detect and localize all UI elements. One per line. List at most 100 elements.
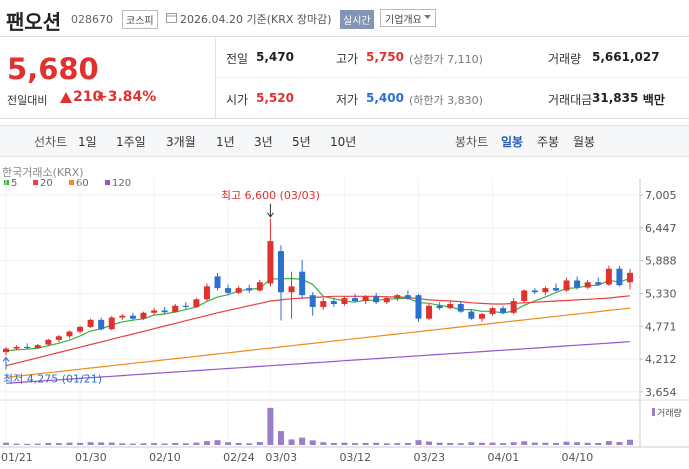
period-button[interactable]: 1일	[78, 135, 97, 149]
x-tick-label: 04/10	[562, 451, 594, 464]
candle-body	[119, 315, 126, 318]
stock-code: 028670	[71, 13, 113, 26]
divider	[215, 37, 216, 118]
candle-body	[627, 272, 633, 283]
divider	[0, 118, 689, 119]
source-label: 한국거래소(KRX)	[2, 166, 84, 179]
stat-label: 전일	[226, 52, 249, 66]
volume-bar	[426, 441, 433, 445]
stat-value: 5,470	[256, 50, 294, 64]
volume-bar	[605, 441, 612, 445]
x-tick-label: 03/12	[339, 451, 371, 464]
volume-bar	[34, 443, 41, 445]
volume-bar	[500, 443, 507, 445]
line-chart-tab[interactable]: 선차트	[34, 135, 68, 149]
candle-body	[478, 313, 485, 319]
volume-bar	[225, 442, 232, 445]
change-percent: +3.84%	[96, 89, 157, 105]
legend-swatch	[105, 180, 110, 185]
volume-bar	[341, 442, 348, 445]
volume-bar	[542, 442, 549, 445]
volume-bar	[362, 442, 369, 445]
y-tick-label: 6,447	[645, 222, 677, 235]
candle-body	[383, 298, 390, 303]
stat-value: 31,835	[592, 91, 639, 105]
stat-value: 5,661,027	[592, 50, 660, 64]
stat-unit: 백만	[642, 93, 665, 107]
candle-body	[574, 280, 581, 288]
candle-body	[415, 295, 422, 319]
candle-period-button[interactable]: 주봉	[537, 135, 560, 149]
candle-body	[172, 305, 179, 313]
y-tick-label: 3,654	[645, 386, 677, 399]
candle-body	[468, 311, 475, 319]
legend-label: 120	[112, 178, 131, 189]
volume-bar	[161, 443, 168, 445]
period-button[interactable]: 10년	[330, 135, 357, 149]
high-annotation: 최고 6,600 (03/03)	[221, 189, 320, 202]
stat-label: 거래대금	[548, 93, 593, 107]
candle-body	[521, 290, 528, 302]
overview-dropdown[interactable]	[380, 9, 436, 27]
low-arrow	[2, 356, 10, 370]
volume-bar	[595, 442, 602, 445]
candle-body	[552, 288, 559, 291]
period-button[interactable]: 3개월	[166, 135, 196, 149]
realtime-badge[interactable]: 실시간	[340, 10, 374, 29]
legend-label: 5	[11, 178, 17, 189]
candle-body	[256, 282, 263, 291]
candle-body	[225, 288, 232, 293]
moving-average-line	[5, 295, 631, 367]
volume-bar	[140, 443, 147, 445]
volume-bar	[277, 431, 284, 445]
stat-label: 고가	[336, 52, 359, 66]
period-button[interactable]: 3년	[254, 135, 273, 149]
x-tick-label: 01/21	[1, 451, 33, 464]
stat-label: 저가	[336, 93, 359, 107]
moving-average-line	[5, 307, 631, 378]
volume-bar	[415, 440, 422, 445]
chart: 한국거래소(KRX)5 20 60 120 3,654 4,212 4,771 5,330 5,…	[0, 166, 689, 464]
y-tick-label: 5,888	[645, 255, 677, 268]
volume-bar	[129, 443, 136, 445]
period-button[interactable]: 5년	[292, 135, 311, 149]
candle-body	[489, 308, 496, 314]
candle-body	[108, 317, 115, 330]
volume-bar	[193, 442, 200, 445]
candle-body	[129, 315, 136, 319]
volume-bar	[552, 442, 559, 445]
volume-bar	[3, 442, 9, 445]
volume-bar	[288, 439, 295, 445]
candle-body	[66, 331, 73, 337]
dropdown-arrow	[424, 15, 431, 19]
candle-body	[267, 241, 274, 284]
candle-body	[235, 288, 242, 293]
up-triangle	[60, 92, 72, 103]
calendar-icon	[166, 13, 177, 23]
volume-legend: 거래량	[657, 407, 682, 419]
candle-body	[341, 298, 348, 304]
stat-value: 5,520	[256, 91, 294, 105]
candle-chart-tab[interactable]: 봉차트	[455, 135, 489, 149]
volume-bar	[383, 443, 390, 445]
volume-bar	[182, 443, 189, 445]
volume-bar	[531, 442, 538, 445]
candle-body	[214, 276, 221, 289]
candle-body	[616, 268, 623, 286]
overview-label[interactable]: 기업개요	[385, 15, 422, 26]
volume-bar	[87, 442, 94, 445]
volume-bar	[246, 443, 253, 445]
volume-bar	[584, 442, 591, 445]
candle-body	[309, 295, 316, 307]
volume-bar	[510, 442, 517, 445]
volume-bar	[563, 441, 570, 445]
moving-average-line	[5, 277, 631, 352]
period-button[interactable]: 1주일	[116, 135, 146, 149]
candle-period-button[interactable]: 일봉	[501, 135, 524, 149]
candle-body	[330, 301, 337, 304]
period-button[interactable]: 1년	[216, 135, 235, 149]
volume-bar	[489, 442, 496, 445]
volume-bar	[66, 442, 73, 445]
candle-period-button[interactable]: 월봉	[573, 135, 596, 149]
candle-body	[457, 303, 464, 312]
